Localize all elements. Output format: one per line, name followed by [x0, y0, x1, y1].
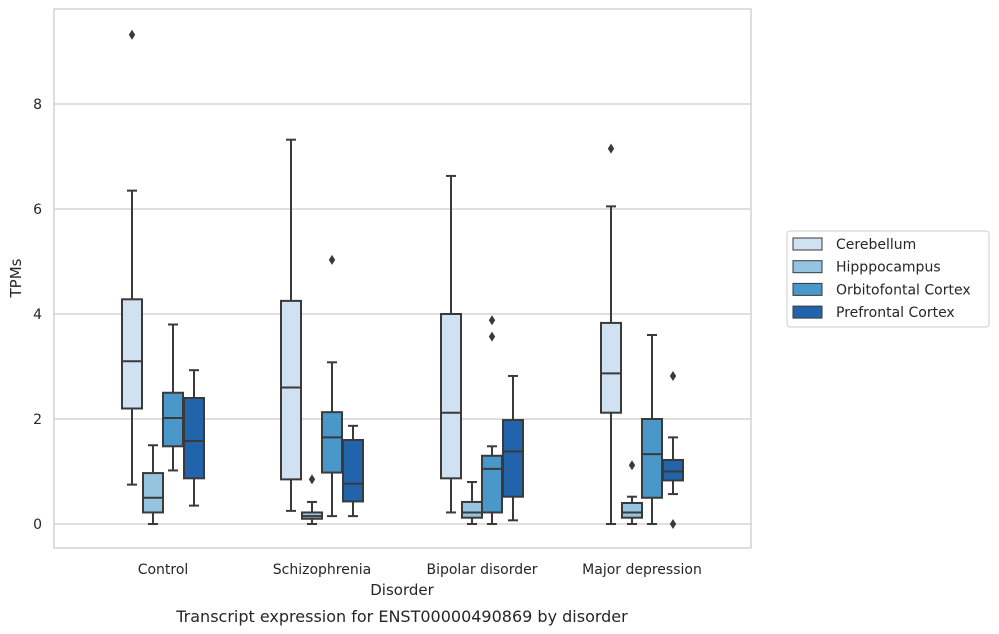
- box-group: [162, 323, 184, 472]
- box-group: [183, 369, 205, 507]
- box: [342, 439, 364, 503]
- box: [662, 458, 684, 482]
- box-group: [142, 444, 164, 525]
- legend-label: Orbitofontal Cortex: [836, 282, 971, 298]
- x-tick-label: Bipolar disorder: [426, 562, 537, 578]
- box-group: [461, 481, 483, 525]
- box-group: [121, 29, 143, 486]
- x-axis-label: Disorder: [370, 581, 434, 599]
- box-group: [481, 315, 503, 525]
- box: [621, 502, 643, 519]
- outlier-point: [669, 370, 677, 381]
- y-tick-label: 4: [33, 307, 42, 323]
- box: [162, 391, 184, 448]
- legend-swatch: [792, 260, 823, 274]
- outlier-point: [607, 143, 615, 154]
- chart-caption: Transcript expression for ENST0000049086…: [175, 607, 628, 626]
- x-tick-labels: Control Schizophrenia Bipolar disorder Majo…: [138, 562, 702, 578]
- legend: Cerebellum Hipppocampus Orbitofontal Corte…: [786, 230, 990, 328]
- plot-frame: [53, 8, 752, 549]
- box-group: [641, 334, 663, 525]
- box: [600, 321, 622, 414]
- box: [121, 298, 143, 410]
- legend-label: Cerebellum: [836, 237, 916, 253]
- outlier-point: [328, 254, 336, 265]
- box: [183, 397, 205, 480]
- legend-swatch: [792, 305, 823, 319]
- y-tick-label: 8: [33, 97, 42, 113]
- outlier-point: [628, 460, 636, 471]
- x-tick-label: Control: [138, 562, 189, 578]
- x-tick-label: Schizophrenia: [273, 562, 371, 578]
- outlier-point: [488, 315, 496, 326]
- outlier-point: [488, 331, 496, 342]
- legend-label: Prefrontal Cortex: [836, 305, 955, 321]
- boxes: [121, 29, 684, 529]
- outlier-point: [128, 29, 136, 40]
- y-tick-label: 6: [33, 202, 42, 218]
- y-tick-label: 0: [33, 517, 42, 533]
- box: [461, 500, 483, 519]
- box-group: [280, 138, 302, 512]
- box-group: [301, 474, 323, 525]
- x-tick-label: Major depression: [582, 562, 702, 578]
- outlier-point: [669, 519, 677, 529]
- box: [280, 299, 302, 481]
- box-group: [662, 370, 684, 529]
- y-tick-label: 2: [33, 412, 42, 428]
- box-group: [502, 374, 524, 522]
- box: [481, 454, 503, 514]
- legend-frame: [786, 230, 990, 328]
- box: [440, 313, 462, 480]
- box: [502, 419, 524, 498]
- box-group: [600, 143, 622, 525]
- legend-label: Hipppocampus: [836, 260, 941, 276]
- box-group: [321, 254, 343, 518]
- box: [641, 418, 663, 499]
- box-group: [621, 460, 643, 525]
- outlier-point: [308, 474, 316, 485]
- legend-swatch: [792, 282, 823, 296]
- box: [142, 472, 164, 514]
- legend-swatch: [792, 237, 823, 251]
- box: [321, 411, 343, 474]
- box-group: [342, 424, 364, 518]
- y-tick-labels: 0 2 4 6 8: [33, 97, 42, 533]
- y-axis-label: TPMs: [7, 258, 25, 298]
- box-group: [440, 174, 462, 514]
